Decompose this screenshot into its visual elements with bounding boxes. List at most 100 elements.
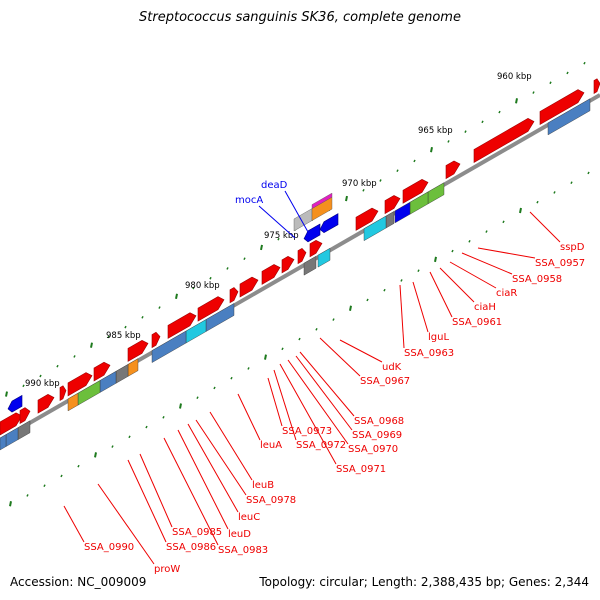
scale-label-960: 960 kbp [497, 72, 532, 82]
gene-label-dead: deaD [261, 180, 288, 191]
reverse-gene-2 [7, 394, 23, 413]
scale-tick-inner [213, 386, 216, 390]
cog-block-fwd-5 [363, 215, 387, 242]
scale-tick-inner [383, 288, 386, 292]
scale-label-980: 980 kbp [185, 281, 220, 291]
scale-tick-inner [43, 484, 46, 488]
scale-tick-inner [298, 337, 301, 341]
scale-tick-inner [332, 318, 335, 321]
forward-gene-4 [384, 195, 401, 215]
gene-label-ssa_0968: SSA_0968 [354, 416, 404, 427]
leader-leua [237, 393, 261, 441]
scale-tick-outer [481, 120, 484, 124]
reverse-gene-1 [319, 213, 339, 234]
scale-tick-outer [345, 195, 348, 202]
scale-tick-outer [549, 81, 552, 85]
scale-tick-inner [587, 171, 590, 175]
cog-block-fwd-12 [115, 364, 129, 384]
scale-tick-inner [434, 256, 437, 263]
scale-tick-inner [77, 464, 80, 468]
scale-tick-inner [94, 452, 97, 458]
scale-tick-inner [162, 415, 165, 419]
leader-ssa_0986 [127, 459, 167, 543]
scale-tick-inner [485, 230, 488, 233]
scale-tick-outer [396, 169, 399, 173]
gene-label-ssa_0985: SSA_0985 [172, 527, 222, 538]
scale-tick-inner [111, 445, 114, 448]
gene-label-udk: udK [382, 362, 402, 373]
scale-tick-inner [128, 435, 131, 439]
scale-tick-outer [56, 364, 59, 368]
gene-label-leub: leuB [252, 480, 274, 491]
leader-lgul [412, 281, 429, 333]
scale-tick-inner [400, 279, 403, 282]
gene-label-ssa_0967: SSA_0967 [360, 376, 410, 387]
forward-gene-8 [281, 256, 295, 274]
gene-label-leuc: leuC [238, 512, 260, 523]
cog-block-fwd-1 [427, 182, 445, 205]
gene-label-ssa_0971: SSA_0971 [336, 464, 386, 475]
cog-block-fwd-11 [127, 358, 139, 377]
scale-tick-outer [39, 374, 42, 378]
gene-label-ssa_0990: SSA_0990 [84, 542, 134, 553]
gene-label-prow: proW [154, 564, 180, 575]
scale-tick-outer [566, 71, 569, 75]
leader-ciah [439, 267, 475, 303]
forward-gene-2 [445, 160, 461, 180]
scale-tick-inner [468, 239, 471, 243]
forward-gene-9 [261, 264, 281, 285]
leader-ssa_0968 [299, 351, 355, 417]
scale-tick-outer [243, 257, 246, 261]
scale-tick-outer [209, 276, 212, 280]
scale-tick-inner [451, 249, 454, 253]
scale-tick-inner [179, 403, 182, 409]
scale-tick-inner [230, 376, 233, 380]
leader-ssa_0990 [63, 505, 85, 543]
leader-ssa_0963 [399, 284, 405, 349]
scale-tick-outer [413, 159, 416, 163]
leader-ssa_0983 [163, 437, 219, 546]
scale-tick-inner [553, 191, 556, 194]
scale-tick-inner [281, 347, 284, 351]
gene-label-ciah: ciaH [474, 302, 496, 313]
scale-label-970: 970 kbp [342, 179, 377, 189]
cog-block-fwd-3 [394, 201, 411, 224]
accession-text: Accession: NC_009009 [10, 575, 147, 589]
scale-tick-inner [519, 207, 522, 214]
scale-tick-outer [22, 384, 25, 388]
scale-tick-inner [247, 367, 250, 370]
leader-ciar [449, 261, 497, 289]
scale-tick-outer [362, 188, 365, 192]
cog-block-fwd-10 [151, 330, 187, 363]
leader-ssa_0971 [279, 363, 337, 465]
cog-tracks-reverse [293, 192, 333, 232]
gene-label-ssa_0969: SSA_0969 [352, 430, 402, 441]
cog-block-rev-2 [311, 192, 333, 209]
reverse-gene-0 [303, 223, 321, 243]
gene-label-ssa_0957: SSA_0957 [535, 258, 585, 269]
scale-tick-inner [196, 396, 199, 400]
scale-tick-inner [366, 298, 369, 302]
gene-label-ciar: ciaR [496, 288, 517, 299]
forward-gene-20 [0, 412, 23, 436]
gene-label-sspd: sspD [560, 242, 585, 253]
gene-label-ssa_0970: SSA_0970 [348, 444, 398, 455]
scale-tick-inner [9, 501, 12, 507]
gene-label-ssa_0983: SSA_0983 [218, 545, 268, 556]
scale-tick-outer [515, 98, 518, 104]
leader-leub [209, 411, 253, 481]
cog-block-fwd-0 [547, 98, 591, 136]
leader-ssa_0970 [287, 359, 349, 445]
gene-label-leua: leuA [260, 440, 282, 451]
scale-tick-inner [417, 269, 420, 272]
scale-tick-inner [145, 425, 148, 429]
cog-tracks-forward [0, 98, 591, 451]
leader-ssa_0957 [477, 247, 536, 259]
leader-sspd [529, 211, 561, 243]
scale-tick-outer [5, 391, 8, 397]
scale-tick-outer [260, 244, 263, 251]
gene-label-lgul: lguL [428, 332, 449, 343]
scale-tick-inner [264, 354, 267, 360]
